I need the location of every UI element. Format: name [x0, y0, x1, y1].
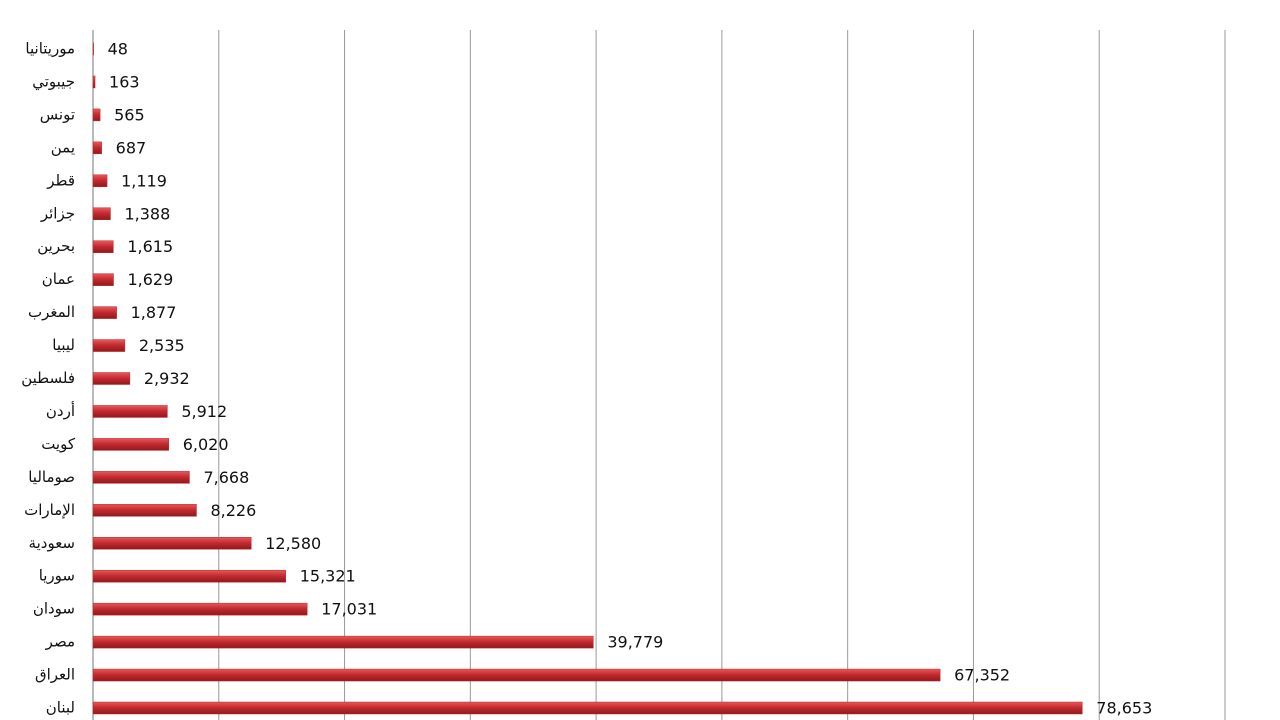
data-label: 12,580: [265, 534, 321, 553]
y-tick-label: لبنان: [46, 699, 75, 717]
bar: [92, 240, 114, 253]
bar: [92, 108, 101, 122]
y-tick-label: عمان: [42, 270, 75, 288]
data-label: 2,932: [144, 369, 190, 388]
y-tick-label: كويت: [41, 435, 76, 453]
data-label: 6,020: [183, 435, 229, 454]
data-label: 78,653: [1096, 699, 1152, 718]
y-tick-label: جيبوتي: [32, 72, 75, 91]
bar: [92, 306, 117, 319]
y-tick-label: قطر: [46, 171, 75, 189]
data-label: 163: [109, 72, 140, 91]
data-label: 565: [114, 105, 145, 124]
data-label: 17,031: [321, 600, 377, 619]
y-tick-label: صوماليا: [28, 468, 75, 486]
y-tick-label: يمن: [51, 138, 75, 156]
data-label: 1,629: [127, 270, 173, 289]
data-label: 39,779: [607, 633, 663, 652]
bar: [92, 207, 111, 220]
data-label: 8,226: [210, 501, 256, 520]
data-label: 15,321: [300, 567, 356, 586]
bar: [92, 372, 131, 385]
bar: [92, 273, 114, 286]
bar: [92, 42, 94, 56]
data-label: 1,615: [127, 237, 173, 256]
y-tick-label: سودان: [33, 600, 75, 618]
bar: [92, 339, 126, 352]
data-label: 7,668: [203, 468, 249, 487]
data-label: 48: [108, 40, 128, 59]
bar: [92, 471, 190, 484]
bar: [92, 141, 102, 155]
data-label: 67,352: [954, 666, 1010, 685]
bar: [92, 668, 941, 682]
y-tick-label: موريتانيا: [25, 40, 75, 58]
bar: [92, 504, 197, 517]
data-label: 5,912: [181, 402, 227, 421]
bar: [92, 569, 286, 583]
bar: [92, 537, 252, 550]
bar: [92, 635, 594, 649]
bar: [92, 405, 168, 418]
bar: [92, 701, 1083, 715]
bar: [92, 75, 96, 89]
bar: [92, 438, 169, 451]
data-label: 1,119: [121, 171, 167, 190]
y-tick-label: بحرين: [37, 237, 75, 255]
y-tick-label: العراق: [35, 666, 75, 684]
y-tick-label: فلسطين: [21, 369, 75, 387]
y-tick-label: مصر: [45, 633, 75, 651]
data-label: 2,535: [139, 336, 185, 355]
y-tick-label: الإمارات: [24, 501, 75, 519]
bar: [92, 174, 108, 188]
y-tick-label: المغرب: [28, 303, 75, 321]
y-tick-label: سوريا: [39, 567, 75, 585]
bar: [92, 602, 308, 616]
data-label: 1,388: [124, 204, 170, 223]
y-tick-label: تونس: [40, 105, 75, 123]
data-label: 687: [116, 138, 147, 157]
y-tick-label: سعودية: [29, 534, 75, 552]
y-tick-label: أردن: [46, 401, 75, 420]
y-tick-label: جزائر: [40, 204, 75, 222]
data-label: 1,877: [131, 303, 177, 322]
y-tick-label: ليبيا: [52, 336, 75, 354]
